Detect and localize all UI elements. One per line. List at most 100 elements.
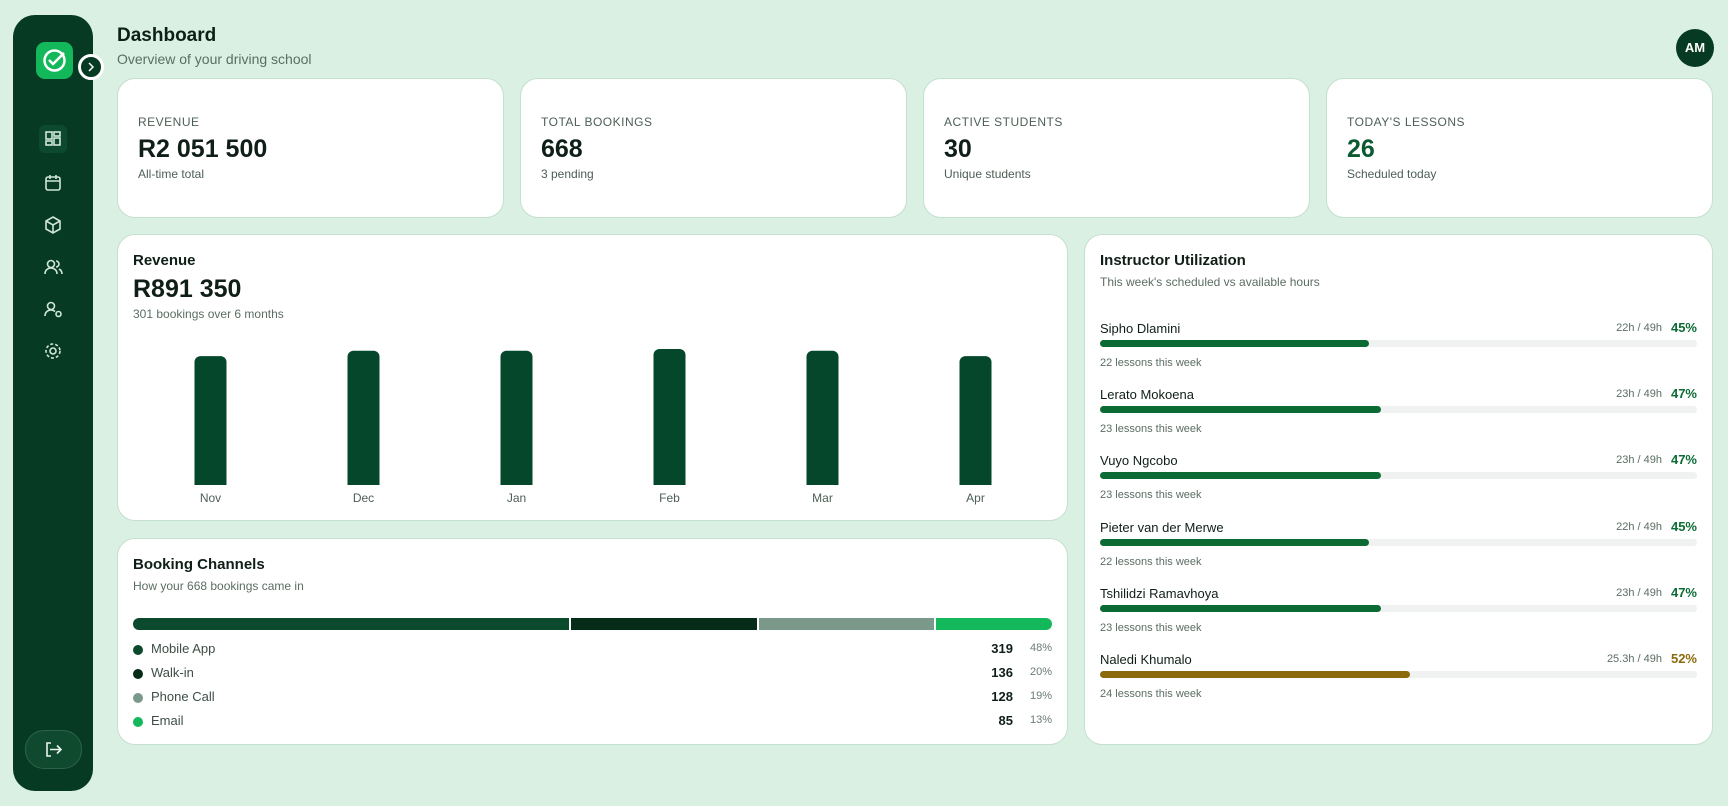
stat-card: TOTAL BOOKINGS 668 3 pending [520,78,907,218]
card-title: Instructor Utilization [1100,252,1246,269]
stat-note: 3 pending [541,167,594,181]
utilization-percent: 47% [1670,452,1697,468]
nav-calendar[interactable] [39,169,67,197]
hours: 22h / 49h [1616,520,1662,533]
hours: 22h / 49h [1616,322,1662,334]
instructor-name: Lerato Mokoena [1100,387,1194,403]
stat-card: REVENUE R2 051 500 All-time total [117,78,504,218]
instructor-name: Vuyo Ngcobo [1100,453,1178,469]
lessons-note: 24 lessons this week [1100,688,1202,700]
avatar[interactable]: AM [1676,29,1714,67]
lessons-note: 23 lessons this week [1100,489,1202,502]
legend-name: Phone Call [151,689,215,704]
channel-count: 128 [991,689,1013,704]
utilization-bar [1100,671,1411,678]
logout-button[interactable] [25,730,82,769]
card-title: Booking Channels [133,556,265,573]
nav-dashboard[interactable] [39,125,67,153]
channel-share: 48% [1029,642,1052,654]
utilization-percent: 47% [1670,584,1697,600]
instructor-name: Pieter van der Merwe [1100,519,1224,535]
utilization-track [1100,406,1697,414]
card-subtitle: 301 bookings over 6 months [133,307,284,321]
channel-segment [571,618,757,630]
page-title: Dashboard [117,25,217,46]
nav-instructors[interactable] [39,295,67,323]
utilization-track [1100,604,1697,612]
legend-name: Mobile App [151,641,216,656]
utilization-track [1100,671,1697,678]
channel-segment [133,618,569,630]
stat-value: 668 [541,135,583,163]
stat-note: Unique students [944,167,1031,181]
channel-count: 319 [991,641,1013,656]
x-tick-label: Apr [966,491,985,505]
channel-bar [133,618,1052,630]
stat-label: TODAY'S LESSONS [1347,115,1466,129]
legend-dot [133,669,143,679]
stat-card: ACTIVE STUDENTS 30 Unique students [923,78,1310,218]
stat-value: R2 051 500 [138,135,268,163]
hours: 25.3h / 49h [1606,653,1662,665]
bar [347,350,380,485]
stat-card: TODAY'S LESSONS 26 Scheduled today [1326,78,1713,218]
utilization-bar [1100,406,1381,414]
legend-dot [133,693,143,703]
utilization-bar [1100,538,1369,546]
utilization-percent: 52% [1670,651,1697,666]
channel-share: 19% [1029,690,1052,702]
hours: 23h / 49h [1616,388,1662,401]
stat-note: Scheduled today [1347,167,1437,181]
channel-count: 136 [991,665,1013,680]
nav-students[interactable] [39,253,67,281]
lessons-note: 23 lessons this week [1100,423,1202,436]
x-tick-label: Nov [200,491,221,505]
stat-label: TOTAL BOOKINGS [541,115,653,129]
card-subtitle: How your 668 bookings came in [133,579,304,593]
channel-share: 13% [1029,714,1052,726]
utilization-percent: 45% [1670,320,1697,335]
lessons-note: 22 lessons this week [1100,357,1202,369]
legend-name: Walk-in [151,665,194,680]
stat-value: 26 [1347,135,1375,163]
x-tick-label: Feb [659,491,680,505]
bar [959,356,992,485]
utilization-track [1100,340,1697,347]
channel-count: 85 [998,713,1013,728]
collapse-button[interactable] [78,54,104,80]
bar [194,356,227,485]
revenue-card: Revenue R891 350 301 bookings over 6 mon… [117,234,1068,521]
x-tick-label: Mar [812,491,833,505]
card-title: Revenue [133,252,196,269]
logo-icon [43,49,66,72]
instructor-card: Instructor Utilization This week's sched… [1084,234,1713,745]
stat-note: All-time total [138,167,205,181]
utilization-track [1100,538,1697,546]
hours: 23h / 49h [1616,454,1662,467]
x-tick-label: Jan [507,491,526,505]
channel-share: 20% [1029,666,1052,678]
legend-name: Email [151,713,184,728]
stat-label: ACTIVE STUDENTS [944,115,1063,129]
channel-segment [758,618,934,630]
hours: 23h / 49h [1616,586,1662,599]
revenue-chart: Nov Dec Jan Feb Mar Apr [194,349,992,505]
booking-channels-card: Booking Channels How your 668 bookings c… [117,538,1068,745]
instructor-name: Naledi Khumalo [1100,652,1192,667]
lessons-note: 22 lessons this week [1100,555,1202,568]
x-tick-label: Dec [353,491,374,505]
utilization-bar [1100,472,1381,480]
utilization-bar [1100,604,1381,612]
nav-settings[interactable] [39,337,67,365]
channel-segment [935,618,1052,630]
utilization-track [1100,472,1697,480]
utilization-percent: 47% [1670,386,1697,402]
legend-dot [133,717,143,727]
logo[interactable] [36,42,73,79]
revenue-total: R891 350 [133,275,242,303]
logout-icon [46,742,63,757]
nav-packages[interactable] [39,211,67,239]
chevron-icon [88,62,95,72]
sidebar [13,15,93,791]
